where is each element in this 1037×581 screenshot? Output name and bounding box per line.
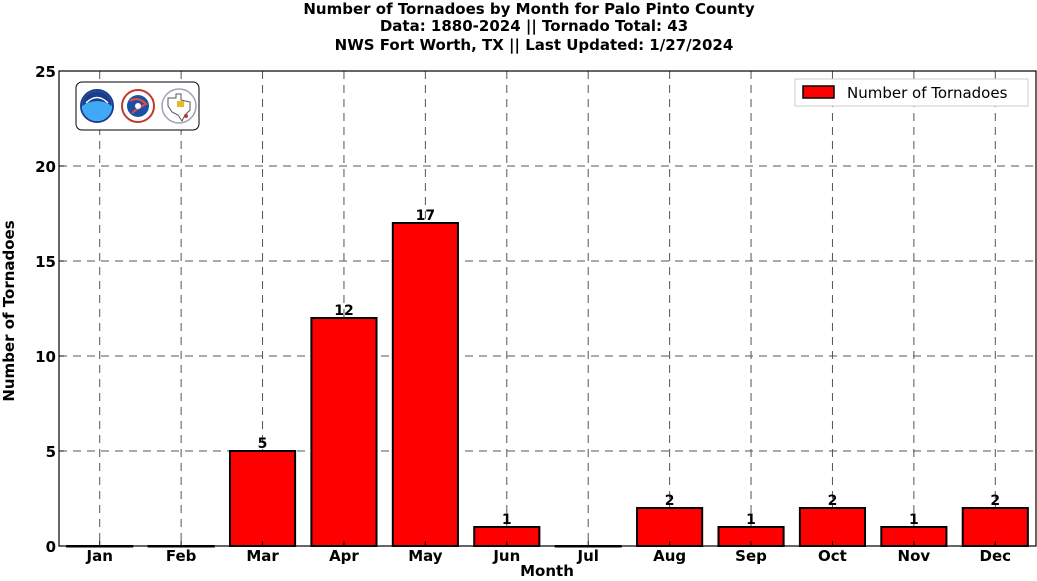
- noaa-logo: [80, 89, 114, 123]
- data-label-sep: 1: [746, 512, 756, 528]
- data-label-aug: 2: [665, 493, 675, 509]
- legend-label: Number of Tornadoes: [847, 84, 1008, 102]
- data-label-jun: 1: [502, 512, 512, 528]
- data-label-may: 17: [416, 208, 435, 224]
- y-tick-label: 0: [46, 538, 56, 556]
- bar-dec: [961, 507, 1029, 547]
- plot-area: [59, 71, 1036, 546]
- y-axis-label: Number of Tornadoes: [0, 220, 18, 401]
- bar-aug: [636, 507, 704, 547]
- y-tick-labels: 0 5 10 15 20 25: [35, 63, 64, 556]
- data-label-oct: 2: [828, 493, 838, 509]
- bar-mar: [228, 450, 297, 547]
- chart-title-line-3: NWS Fort Worth, TX || Last Updated: 1/27…: [335, 36, 734, 55]
- legend: Number of Tornadoes: [794, 78, 1029, 107]
- x-tick-label: Dec: [980, 547, 1012, 565]
- x-tick-label: Feb: [166, 547, 197, 565]
- x-tick-label: May: [408, 547, 443, 565]
- legend-swatch: [802, 85, 835, 99]
- data-label-dec: 2: [990, 493, 1000, 509]
- bar-apr: [310, 317, 378, 547]
- data-label-nov: 1: [909, 512, 919, 528]
- x-axis-label: Month: [520, 562, 574, 580]
- x-tick-label: Sep: [735, 547, 767, 565]
- logo-box: [75, 81, 200, 131]
- x-tick-label: Aug: [653, 547, 686, 565]
- x-tick-labels: Jan Feb Mar Apr May Jun Jul Aug Sep Oct Nov Dec: [86, 541, 1012, 565]
- x-tick-label: Nov: [898, 547, 931, 565]
- national-weather-service-logo: [121, 89, 155, 123]
- bar-oct: [798, 507, 867, 547]
- bars: [66, 222, 1029, 548]
- data-label-apr: 12: [334, 303, 353, 319]
- nws-fort-worth-texas-logo: [161, 88, 197, 124]
- bar-may: [391, 222, 459, 547]
- plot-frame: [58, 70, 1037, 547]
- chart-title-line-2: Data: 1880-2024 || Tornado Total: 43: [380, 17, 688, 36]
- chart-title-line-1: Number of Tornadoes by Month for Palo Pi…: [303, 0, 754, 18]
- y-tick-label: 5: [46, 443, 56, 461]
- y-tick-label: 10: [35, 348, 56, 366]
- y-tick-label: 25: [35, 63, 56, 81]
- data-label-mar: 5: [258, 436, 268, 452]
- x-tick-label: Jan: [86, 547, 113, 565]
- x-tick-label: Mar: [246, 547, 279, 565]
- x-tick-label: Jul: [577, 547, 599, 565]
- y-tick-label: 20: [35, 158, 56, 176]
- x-tick-label: Apr: [329, 547, 359, 565]
- x-tick-label: Oct: [818, 547, 847, 565]
- x-tick-label: Jun: [492, 547, 520, 565]
- y-tick-label: 15: [35, 253, 56, 271]
